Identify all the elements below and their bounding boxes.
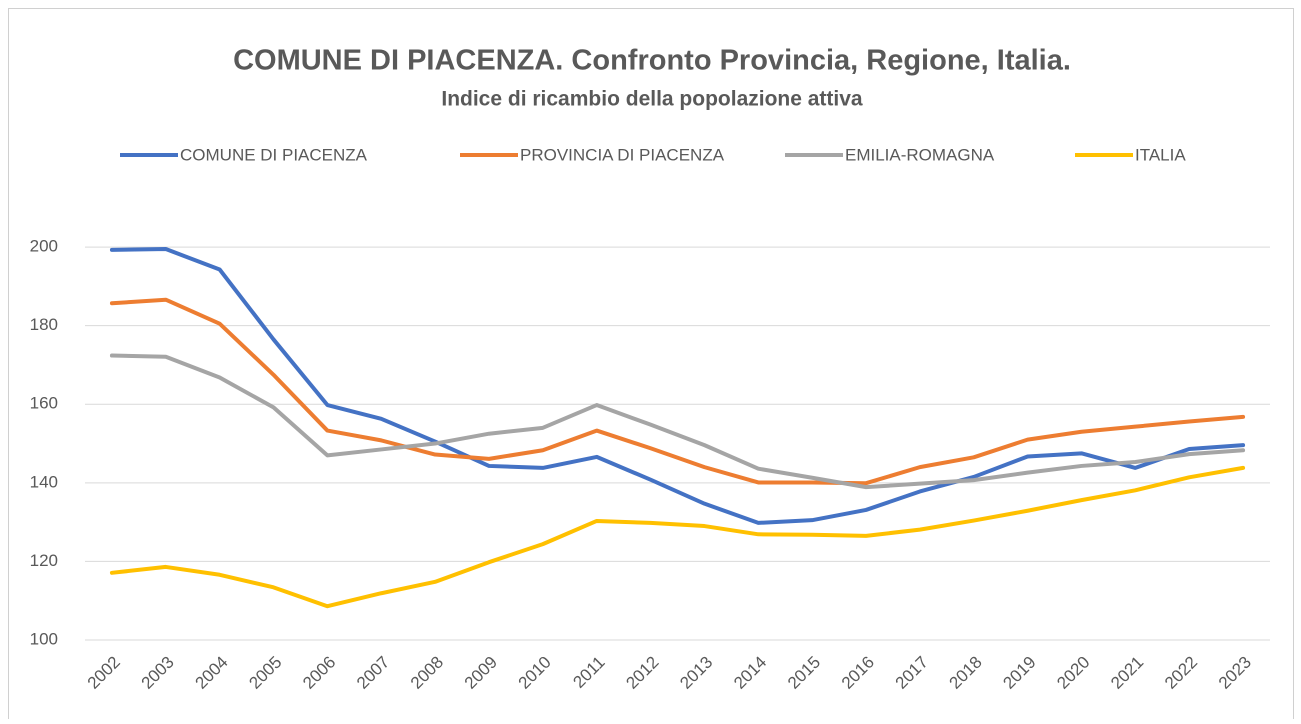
chart-subtitle: Indice di ricambio della popolazione att…: [441, 88, 863, 111]
series-line: [109, 465, 1246, 609]
chart-frame: [8, 8, 1294, 724]
y-tick-label: 100: [30, 629, 58, 648]
legend-label: PROVINCIA DI PIACENZA: [520, 145, 725, 164]
series-line: [109, 353, 1246, 490]
chart-title: COMUNE DI PIACENZA. Confronto Provincia,…: [233, 45, 1071, 77]
y-tick-label: 200: [30, 237, 58, 256]
series-line: [109, 247, 1246, 525]
y-tick-label: 160: [30, 394, 58, 413]
legend-label: ITALIA: [1135, 145, 1186, 164]
y-tick-label: 120: [30, 551, 58, 570]
legend-label: COMUNE DI PIACENZA: [180, 145, 368, 164]
y-tick-label: 180: [30, 315, 58, 334]
y-tick-label: 140: [30, 472, 58, 491]
series-line: [109, 297, 1246, 486]
legend-label: EMILIA-ROMAGNA: [845, 145, 995, 164]
